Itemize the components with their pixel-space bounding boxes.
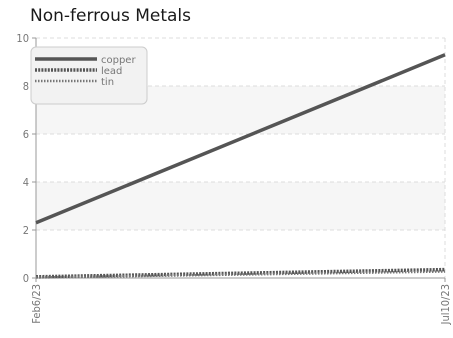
- x-axis-ticks: Feb6/23 Jul10/23: [30, 278, 452, 325]
- y-tick-label: 2: [23, 224, 29, 237]
- y-tick-label: 4: [23, 176, 29, 189]
- y-tick-label: 10: [16, 32, 29, 45]
- y-axis-ticks: 0 2 4 6 8 10: [16, 32, 36, 285]
- series-line-copper: [35, 53, 446, 225]
- grid-lines: [36, 37, 446, 278]
- series-lines: [35, 53, 446, 279]
- series-line-lead: [35, 267, 446, 279]
- legend-label-tin: tin: [101, 77, 114, 88]
- y-tick-label: 6: [23, 128, 29, 141]
- grid-band: [36, 182, 445, 230]
- chart-title: Non-ferrous Metals: [30, 6, 192, 26]
- x-tick-label: Feb6/23: [30, 284, 43, 324]
- legend-label-lead: lead: [101, 66, 122, 77]
- y-tick-label: 8: [23, 80, 29, 93]
- legend-label-copper: copper: [101, 55, 136, 66]
- y-tick-label: 0: [23, 272, 29, 285]
- legend-box: [30, 46, 148, 105]
- alternating-bands: [36, 86, 445, 230]
- x-tick-label: Jul10/23: [439, 284, 452, 325]
- series-line-tin: [35, 270, 446, 279]
